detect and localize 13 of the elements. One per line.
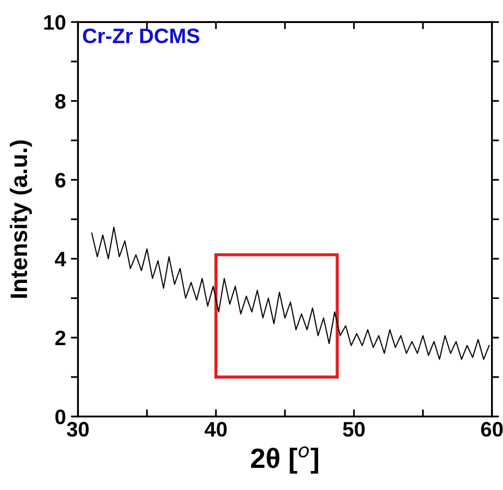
y-tick-label: 8 xyxy=(55,94,66,109)
x-tick-label: 60 xyxy=(481,422,503,437)
y-tick-label: 10 xyxy=(44,15,66,30)
x-tick-label: 40 xyxy=(204,422,227,437)
y-tick-label: 4 xyxy=(54,252,66,266)
x-tick-label: 30 xyxy=(66,422,89,437)
x-tick-label: 50 xyxy=(343,422,365,437)
y-tick-label: 0 xyxy=(55,410,66,424)
y-tick-label: 6 xyxy=(55,172,66,188)
y-tick-label: 2 xyxy=(55,330,66,346)
annotation: Cr-Zr DCMS xyxy=(82,28,200,44)
y-axis-title: Intensity (a.u.) xyxy=(10,140,32,298)
x-axis-title: 2θ [$^{o}$] xyxy=(251,446,318,474)
